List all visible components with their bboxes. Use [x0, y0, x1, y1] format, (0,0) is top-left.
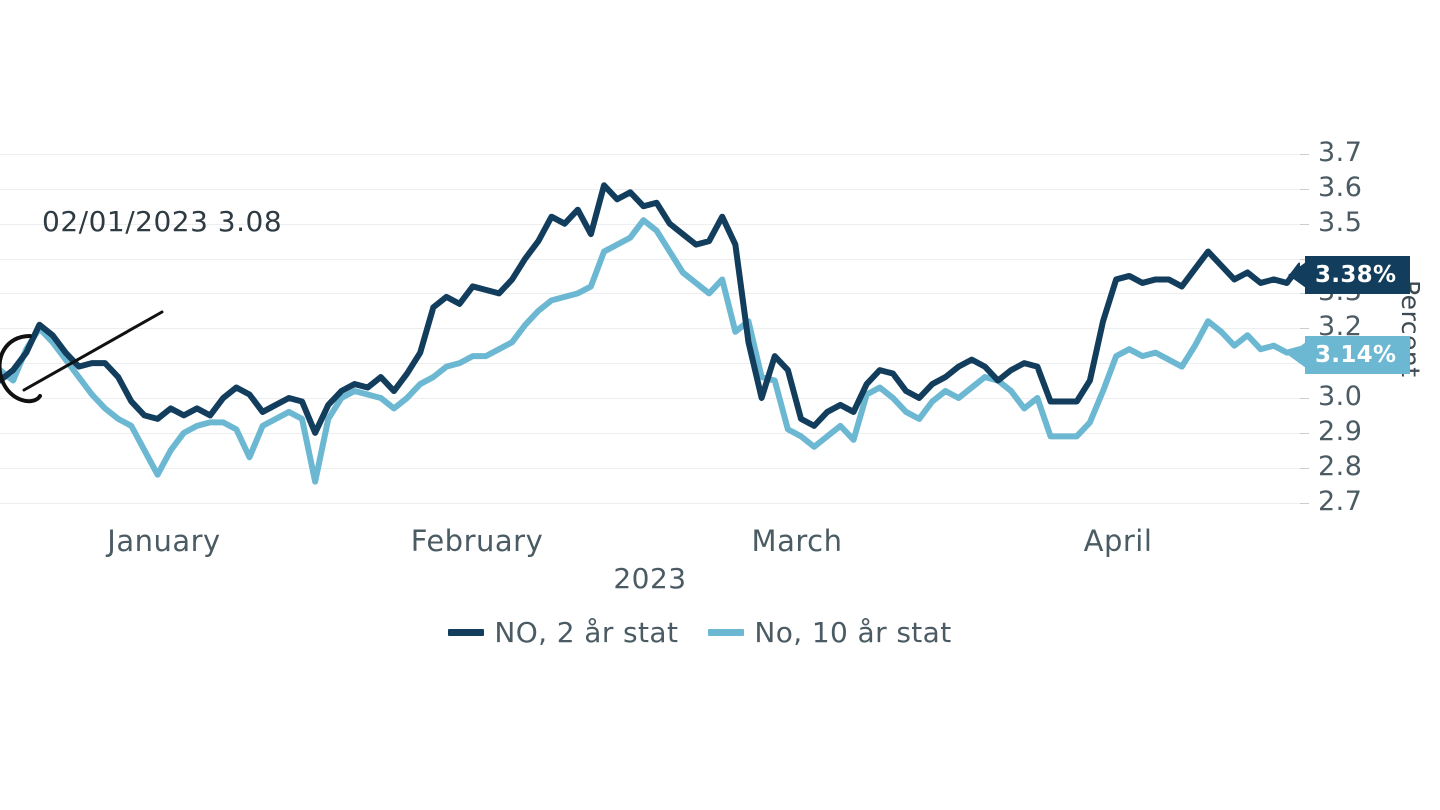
y-tick-mark [1300, 397, 1309, 399]
legend: NO, 2 år stat No, 10 år stat [0, 616, 1400, 649]
y-tick-mark [1300, 223, 1309, 225]
y-tick-mark [1300, 467, 1309, 469]
y-tick-mark [1300, 502, 1309, 504]
y-tick-mark [1300, 153, 1309, 155]
gridline [0, 258, 1300, 260]
gridline [0, 328, 1300, 330]
gridline [0, 397, 1300, 399]
x-tick-label-march: March [751, 524, 843, 558]
gridline [0, 467, 1300, 469]
y-tick-label: 2.8 [1318, 450, 1363, 482]
x-tick-label-february: February [410, 524, 544, 558]
callout-no-2-ar-stat: 3.38% [1305, 256, 1411, 294]
plot-area [0, 140, 1300, 520]
series-layer [0, 182, 1300, 485]
callout-no-10-ar-stat: 3.14% [1305, 336, 1411, 374]
legend-label: NO, 2 år stat [494, 616, 679, 649]
x-tick-label-january: January [107, 524, 221, 558]
y-tick-label: 3.6 [1318, 171, 1363, 203]
y-tick-label: 3.7 [1318, 136, 1363, 168]
y-tick-mark [1300, 188, 1309, 190]
x-tick-label-april: April [1083, 524, 1153, 558]
legend-label: No, 10 år stat [754, 616, 952, 649]
annotation-label: 02/01/2023 3.08 [42, 205, 283, 238]
y-tick-label: 2.7 [1318, 485, 1363, 517]
y-tick-mark [1300, 432, 1309, 434]
legend-swatch-icon [708, 629, 745, 636]
y-tick-label: 3.5 [1318, 206, 1363, 238]
y-tick-label: 3.0 [1318, 380, 1363, 412]
legend-item-1[interactable]: No, 10 år stat [708, 616, 951, 649]
gridline [0, 188, 1300, 190]
gridline [0, 502, 1300, 504]
x-axis: January February March April [0, 524, 1300, 570]
series-line-no-2-ar-stat [0, 182, 1300, 436]
y-tick-mark [1300, 328, 1309, 330]
y-tick-label: 2.9 [1318, 415, 1363, 447]
gridline [0, 363, 1300, 365]
gridline [0, 293, 1300, 295]
legend-item-0[interactable]: NO, 2 år stat [448, 616, 678, 649]
legend-swatch-icon [448, 629, 485, 636]
x-axis-title: 2023 [613, 562, 687, 595]
gridline [0, 432, 1300, 434]
gridline [0, 153, 1300, 155]
y-axis: 2.72.82.93.03.13.23.33.53.63.7 [1300, 136, 1390, 520]
series-line-no-10-ar-stat [0, 217, 1300, 485]
